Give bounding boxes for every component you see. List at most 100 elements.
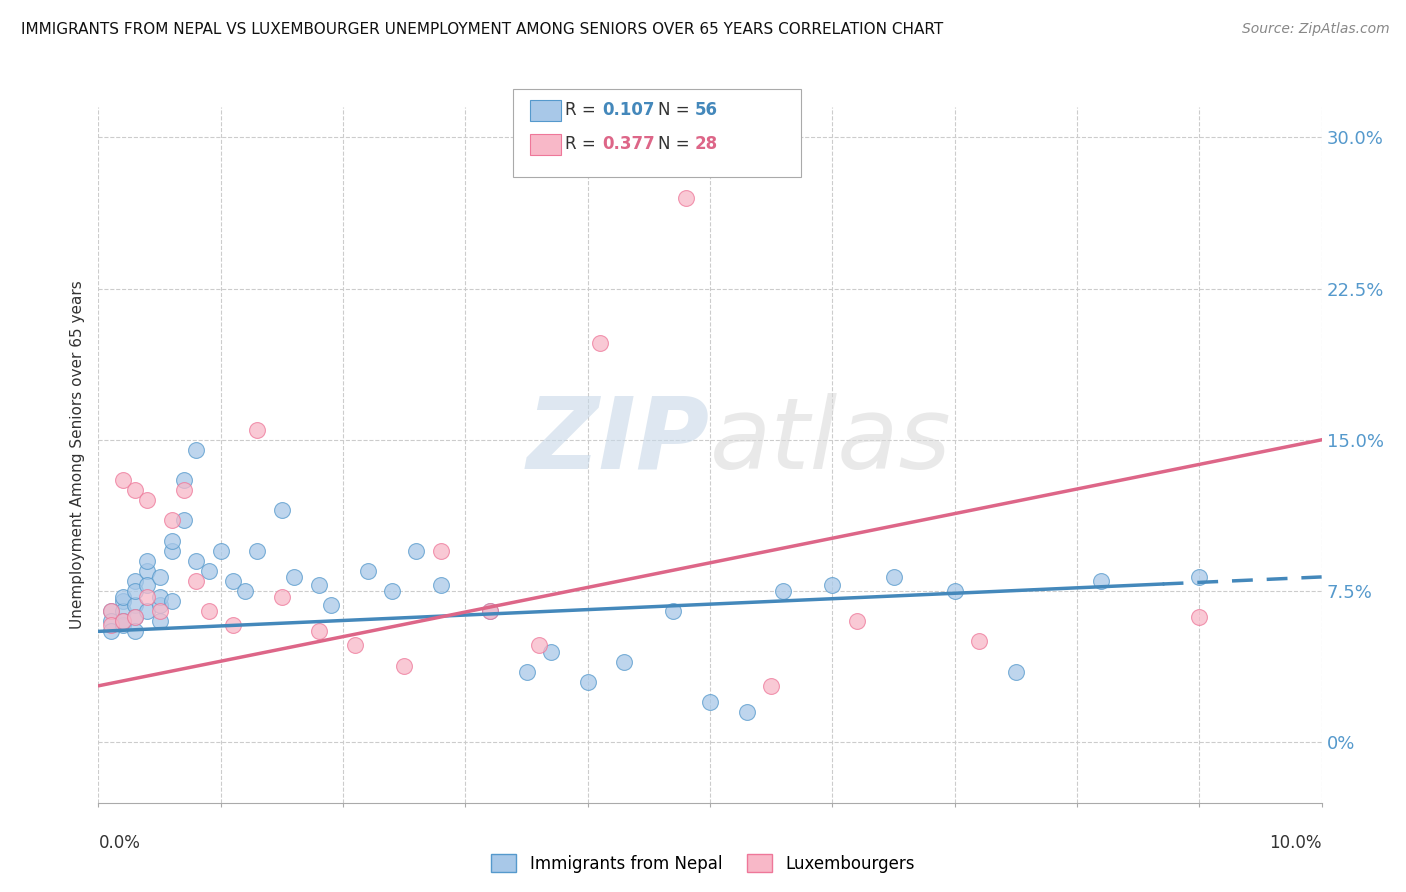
- Point: [136, 554, 159, 568]
- Point: [381, 584, 404, 599]
- Point: [319, 598, 342, 612]
- Point: [1004, 665, 1026, 679]
- Point: [111, 594, 134, 608]
- Text: atlas: atlas: [710, 392, 952, 490]
- Point: [699, 695, 721, 709]
- Point: [222, 574, 245, 588]
- Point: [527, 639, 550, 653]
- Point: [1090, 574, 1112, 588]
- Point: [576, 674, 599, 689]
- Point: [883, 570, 905, 584]
- Point: [160, 513, 183, 527]
- Point: [356, 564, 378, 578]
- Point: [430, 578, 453, 592]
- Point: [111, 618, 134, 632]
- Text: IMMIGRANTS FROM NEPAL VS LUXEMBOURGER UNEMPLOYMENT AMONG SENIORS OVER 65 YEARS C: IMMIGRANTS FROM NEPAL VS LUXEMBOURGER UN…: [21, 22, 943, 37]
- Point: [149, 598, 172, 612]
- Point: [111, 590, 134, 604]
- Point: [160, 594, 183, 608]
- Point: [149, 615, 172, 629]
- Point: [821, 578, 844, 592]
- Text: R =: R =: [565, 101, 602, 119]
- Point: [772, 584, 794, 599]
- Text: 56: 56: [695, 101, 717, 119]
- Point: [186, 574, 208, 588]
- Point: [209, 543, 232, 558]
- Point: [111, 604, 134, 618]
- Point: [136, 578, 159, 592]
- Point: [100, 618, 122, 632]
- Point: [149, 590, 172, 604]
- Text: 28: 28: [695, 135, 717, 153]
- Point: [308, 624, 330, 639]
- Point: [173, 473, 195, 487]
- Point: [589, 336, 612, 351]
- Point: [160, 533, 183, 548]
- Point: [1188, 610, 1211, 624]
- Point: [136, 590, 159, 604]
- Point: [111, 615, 134, 629]
- Point: [540, 644, 562, 658]
- Point: [124, 574, 146, 588]
- Point: [124, 624, 146, 639]
- Text: 0.107: 0.107: [602, 101, 654, 119]
- Point: [136, 493, 159, 508]
- Point: [173, 483, 195, 498]
- Point: [149, 570, 172, 584]
- Point: [1188, 570, 1211, 584]
- Text: R =: R =: [565, 135, 602, 153]
- Point: [735, 705, 758, 719]
- Text: Source: ZipAtlas.com: Source: ZipAtlas.com: [1241, 22, 1389, 37]
- Point: [478, 604, 501, 618]
- Point: [246, 423, 269, 437]
- Text: 0.377: 0.377: [602, 135, 655, 153]
- Point: [662, 604, 685, 618]
- Point: [246, 543, 269, 558]
- Point: [124, 483, 146, 498]
- Point: [160, 543, 183, 558]
- Point: [845, 615, 868, 629]
- Point: [430, 543, 453, 558]
- Point: [283, 570, 305, 584]
- Point: [136, 604, 159, 618]
- Text: N =: N =: [658, 101, 695, 119]
- Point: [270, 503, 292, 517]
- Point: [111, 615, 134, 629]
- Point: [124, 610, 146, 624]
- Text: 0.0%: 0.0%: [98, 834, 141, 852]
- Point: [100, 604, 122, 618]
- Point: [270, 590, 292, 604]
- Point: [516, 665, 538, 679]
- Point: [136, 564, 159, 578]
- Point: [197, 564, 219, 578]
- Point: [943, 584, 966, 599]
- Point: [100, 624, 122, 639]
- Point: [100, 604, 122, 618]
- Legend: Immigrants from Nepal, Luxembourgers: Immigrants from Nepal, Luxembourgers: [485, 847, 921, 880]
- Point: [186, 442, 208, 457]
- Point: [100, 615, 122, 629]
- Point: [759, 679, 782, 693]
- Point: [392, 658, 416, 673]
- Point: [124, 598, 146, 612]
- Point: [675, 191, 697, 205]
- Y-axis label: Unemployment Among Seniors over 65 years: Unemployment Among Seniors over 65 years: [70, 281, 86, 629]
- Point: [111, 473, 134, 487]
- Point: [197, 604, 219, 618]
- Point: [124, 610, 146, 624]
- Text: N =: N =: [658, 135, 695, 153]
- Text: ZIP: ZIP: [527, 392, 710, 490]
- Point: [308, 578, 330, 592]
- Point: [124, 584, 146, 599]
- Point: [344, 639, 367, 653]
- Point: [222, 618, 245, 632]
- Point: [613, 655, 636, 669]
- Point: [405, 543, 427, 558]
- Point: [233, 584, 256, 599]
- Point: [186, 554, 208, 568]
- Point: [149, 604, 172, 618]
- Text: 10.0%: 10.0%: [1270, 834, 1322, 852]
- Point: [478, 604, 501, 618]
- Point: [967, 634, 990, 648]
- Point: [173, 513, 195, 527]
